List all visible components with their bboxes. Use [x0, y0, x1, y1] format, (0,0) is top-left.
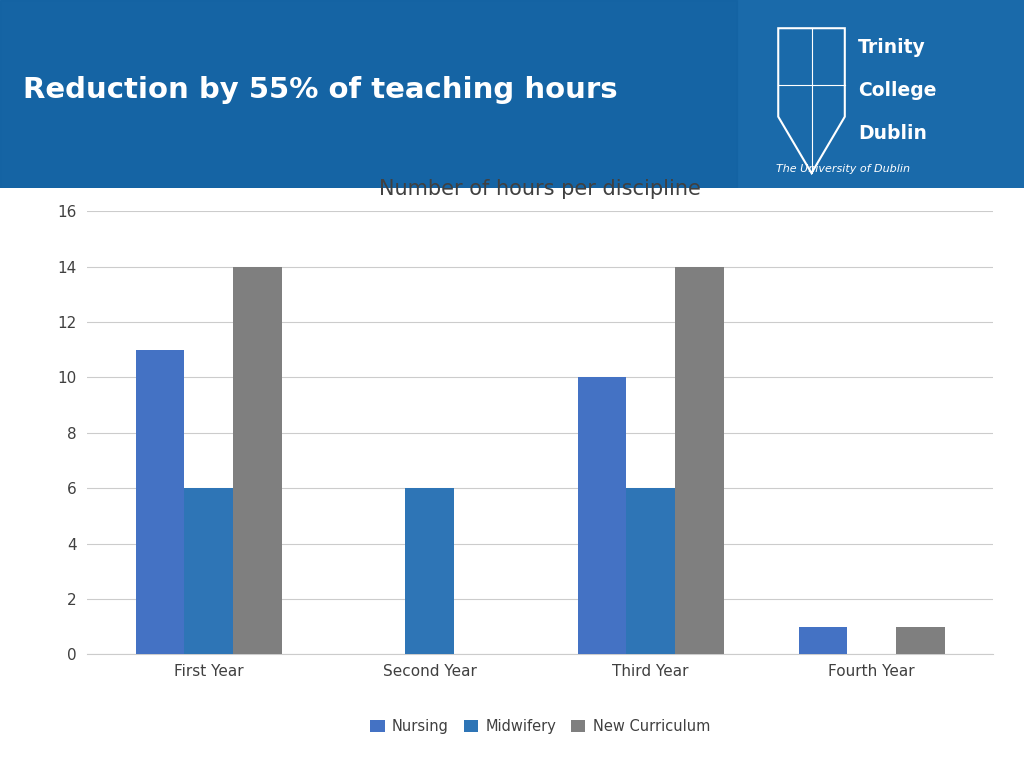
Bar [627, 488, 675, 654]
Legend: Nursing, Midwifery, New Curriculum: Nursing, Midwifery, New Curriculum [365, 713, 716, 740]
Bar [0, 0, 737, 188]
Bar [578, 377, 627, 654]
Bar [799, 627, 848, 654]
Text: Trinity: Trinity [858, 38, 926, 57]
Text: The Library of Trinity College Dublin,: The Library of Trinity College Dublin, [29, 725, 390, 743]
Text: Reduction by 55% of teaching hours: Reduction by 55% of teaching hours [23, 76, 617, 104]
Text: The University of Dublin: The University of Dublin [305, 725, 521, 743]
Text: Dublin: Dublin [858, 124, 927, 143]
Text: The University of Dublin: The University of Dublin [776, 164, 910, 174]
Bar [406, 488, 454, 654]
Bar [135, 349, 184, 654]
Bar [675, 266, 724, 654]
Bar [232, 266, 282, 654]
Bar [896, 627, 945, 654]
Text: College: College [858, 81, 937, 100]
Title: Number of hours per discipline: Number of hours per discipline [379, 178, 701, 199]
Bar [184, 488, 232, 654]
